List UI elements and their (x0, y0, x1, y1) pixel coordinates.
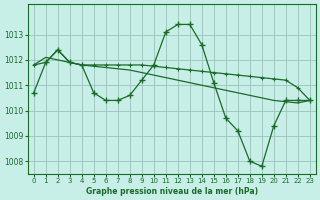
X-axis label: Graphe pression niveau de la mer (hPa): Graphe pression niveau de la mer (hPa) (86, 187, 258, 196)
